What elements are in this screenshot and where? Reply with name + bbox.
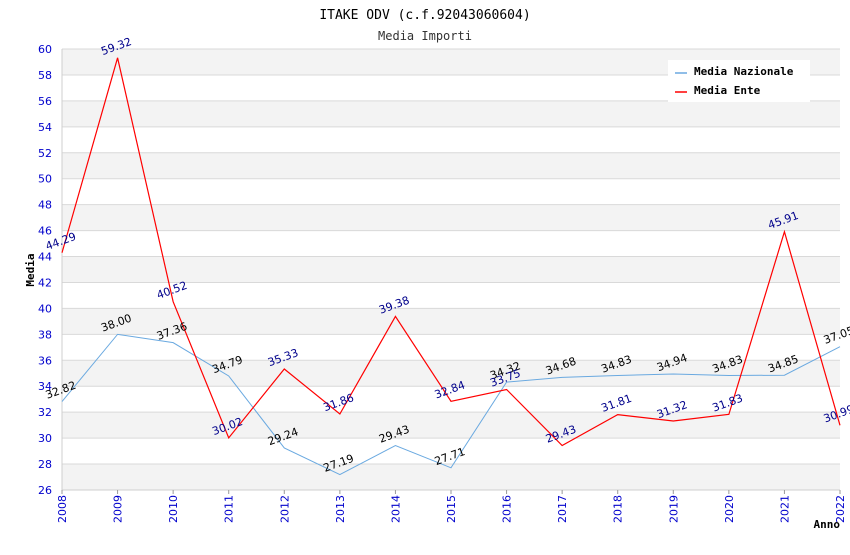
data-label: 31.83: [711, 392, 745, 415]
x-tick-label: 2012: [278, 495, 291, 523]
grid-band: [62, 308, 840, 335]
data-label: 31.81: [599, 392, 633, 415]
grid-band: [62, 100, 840, 127]
x-tick-label: 2010: [167, 495, 180, 523]
x-tick-label: 2019: [667, 495, 680, 523]
x-tick-label: 2020: [723, 495, 736, 523]
x-tick-label: 2014: [389, 495, 402, 523]
grid-band: [62, 360, 840, 387]
grid-band: [62, 464, 840, 490]
y-tick-label: 40: [38, 302, 52, 315]
y-tick-label: 50: [38, 173, 52, 186]
legend-box: [668, 60, 810, 102]
x-tick-label: 2009: [112, 495, 125, 523]
y-tick-label: 58: [38, 69, 52, 82]
y-tick-label: 32: [38, 406, 52, 419]
y-tick-label: 26: [38, 484, 52, 497]
grid-band: [62, 256, 840, 283]
x-tick-label: 2013: [334, 495, 347, 523]
y-tick-label: 48: [38, 199, 52, 212]
grid-band: [62, 412, 840, 439]
series-line-nazionale: [61, 333, 841, 476]
y-tick-label: 44: [38, 251, 52, 264]
grid-band: [62, 152, 840, 179]
grid-band: [62, 204, 840, 231]
series-lines: [61, 57, 841, 476]
y-tick-label: 56: [38, 95, 52, 108]
legend-label-ente: Media Ente: [694, 84, 761, 97]
y-tick-label: 34: [38, 380, 52, 393]
chart-title: ITAKE ODV (c.f.92043060604): [319, 8, 530, 23]
x-tick-label: 2011: [223, 495, 236, 523]
x-tick-label: 2018: [612, 495, 625, 523]
x-tick-label: 2008: [56, 495, 69, 523]
y-tick-label: 60: [38, 43, 52, 56]
y-tick-label: 52: [38, 147, 52, 160]
y-tick-label: 54: [38, 121, 52, 134]
x-tick-label: 2015: [445, 495, 458, 523]
x-tick-label: 2017: [556, 495, 569, 523]
x-tick-labels: 2008 2009 2010 2011 2012 2013 2014 2015 2016 2017…: [56, 490, 847, 523]
x-tick-label: 2022: [834, 495, 847, 523]
x-tick-label: 2021: [778, 495, 791, 523]
x-axis-label: Anno: [814, 518, 841, 531]
legend: Media Nazionale Media Ente: [668, 60, 810, 102]
data-label: 31.86: [322, 391, 356, 414]
grid-bands: [62, 49, 840, 490]
y-tick-label: 28: [38, 458, 52, 471]
x-tick-label: 2016: [501, 495, 514, 523]
y-axis-label: Media: [24, 253, 37, 286]
y-tick-label: 30: [38, 432, 52, 445]
legend-label-nazionale: Media Nazionale: [694, 65, 794, 78]
y-tick-label: 46: [38, 225, 52, 238]
chart-subtitle: Media Importi: [378, 29, 472, 43]
y-tick-label: 36: [38, 354, 52, 367]
y-tick-labels: 26 28 30 32 34 36 38 40 42 44 46 48 50 52 54 56 58 60: [38, 43, 52, 497]
y-tick-label: 38: [38, 328, 52, 341]
y-tick-label: 42: [38, 276, 52, 289]
series-line-ente: [61, 57, 841, 447]
